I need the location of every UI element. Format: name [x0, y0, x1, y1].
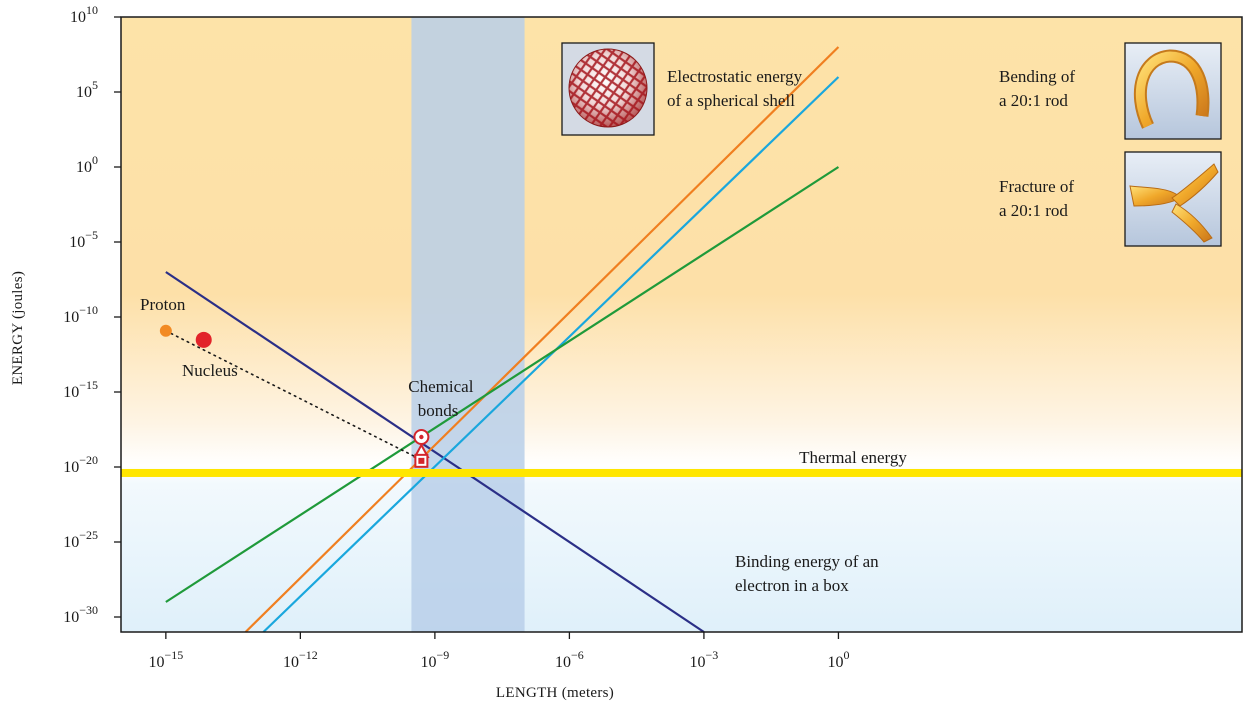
x-tick-label: 100 — [827, 648, 849, 671]
y-tick-label: 105 — [76, 78, 98, 101]
y-tick-label: 1010 — [70, 3, 98, 26]
electrostatic-annotation: Electrostatic energy of a spherical shel… — [667, 67, 806, 110]
y-tick-label: 10−10 — [63, 303, 98, 326]
chemical-bonds-annotation-line-1: Chemical — [408, 377, 473, 396]
series-line-binding — [165, 271, 705, 633]
electrostatic-annotation-line-2: of a spherical shell — [667, 91, 795, 110]
x-tick-label: 10−9 — [420, 648, 449, 671]
series-line-electrostatic — [244, 46, 840, 633]
chemical-bond-markers — [413, 429, 430, 468]
nucleus-label: Nucleus — [182, 361, 238, 380]
chemical-bonds-band — [411, 17, 525, 632]
fractured-rod-image — [1124, 151, 1222, 247]
proton-label: Proton — [140, 295, 186, 314]
series-line-bending — [262, 76, 840, 633]
plot-frame — [120, 16, 1243, 633]
plot-area — [120, 16, 1243, 633]
point-markers — [159, 324, 212, 348]
chemical-circle-center — [419, 434, 424, 440]
series-line-fracture — [165, 166, 840, 603]
bending-annotation-line-1: Bending of — [999, 67, 1075, 86]
binding-annotation-line-1: Binding energy of an — [735, 552, 879, 571]
bent-rod-image — [1124, 42, 1222, 140]
y-tick-label: 10−15 — [63, 378, 98, 401]
y-tick-label: 10−20 — [63, 453, 98, 476]
y-tick-label: 10−5 — [69, 228, 98, 251]
spherical-shell-image — [561, 42, 655, 136]
bending-annotation-line-2: a 20:1 rod — [999, 91, 1068, 110]
chemical-bonds-annotation-line-2: bonds — [418, 401, 459, 420]
fracture-annotation-line-2: a 20:1 rod — [999, 201, 1068, 220]
x-tick-label: 10−12 — [283, 648, 318, 671]
thermal-energy-line — [121, 468, 1242, 477]
bending-annotation: Bending of a 20:1 rod — [999, 67, 1079, 110]
x-tick-label: 10−6 — [555, 648, 584, 671]
y-axis-ticks: 1010 105 100 10−5 10−10 10−15 10−20 10−25 10−30 — [63, 3, 121, 626]
binding-annotation-line-2: electron in a box — [735, 576, 849, 595]
y-axis-label: ENERGY (joules) — [10, 271, 26, 385]
binding-annotation: Binding energy of an electron in a box — [735, 552, 883, 595]
plot-background — [121, 17, 1242, 632]
y-tick-label: 10−25 — [63, 528, 98, 551]
proton-point — [159, 324, 172, 337]
electrostatic-annotation-line-1: Electrostatic energy — [667, 67, 803, 86]
series-group — [165, 46, 840, 633]
proton-nucleus-connector — [165, 330, 423, 461]
x-tick-label: 10−3 — [690, 648, 719, 671]
chemical-bonds-annotation: Chemical bonds — [408, 377, 477, 420]
y-tick-label: 100 — [76, 153, 98, 176]
fracture-annotation: Fracture of a 20:1 rod — [999, 177, 1078, 220]
fracture-annotation-line-1: Fracture of — [999, 177, 1074, 196]
x-axis-ticks: 10−15 10−12 10−9 10−6 10−3 100 — [148, 632, 849, 671]
x-tick-label: 10−15 — [148, 648, 183, 671]
nucleus-point — [195, 331, 212, 348]
chemical-square-center — [418, 457, 425, 464]
y-tick-label: 10−30 — [63, 603, 98, 626]
x-axis-label: LENGTH (meters) — [496, 685, 614, 701]
thermal-energy-label: Thermal energy — [799, 448, 907, 467]
